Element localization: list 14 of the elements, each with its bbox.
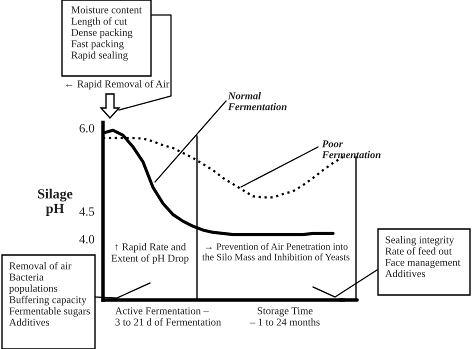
annotation: → Prevention of Air Penetration into the Silo Mass and Inhibition of Yeasts [202,242,350,260]
text: Active Fermentation – 3 to 21 d of Fermentation [115,307,222,326]
y-tick-label: 6.0 [80,124,94,133]
y-tick-label: 4.0 [79,235,94,244]
text: ← Rapid Removal of Air [66,80,170,90]
series-label: Poor Fermentation [322,140,381,158]
text: Storage Time – 1 to 24 months [250,307,320,326]
text: Removal of air Bacteria populations Buffering capacity Fermentable sugars Additives [9,262,90,326]
text: Normal Fermentation [228,92,287,110]
text: Sealing integrity Rate of feed out Face management Additives [385,236,460,278]
y-tick-label: 4.5 [79,207,94,216]
y-axis-title: Silage pH [38,188,72,216]
text: Moisture content Length of cut Dense packing Fast packing Rapid sealing [71,6,142,61]
annotation: ↑ Rapid Rate and Extent of pH Drop [111,243,189,264]
